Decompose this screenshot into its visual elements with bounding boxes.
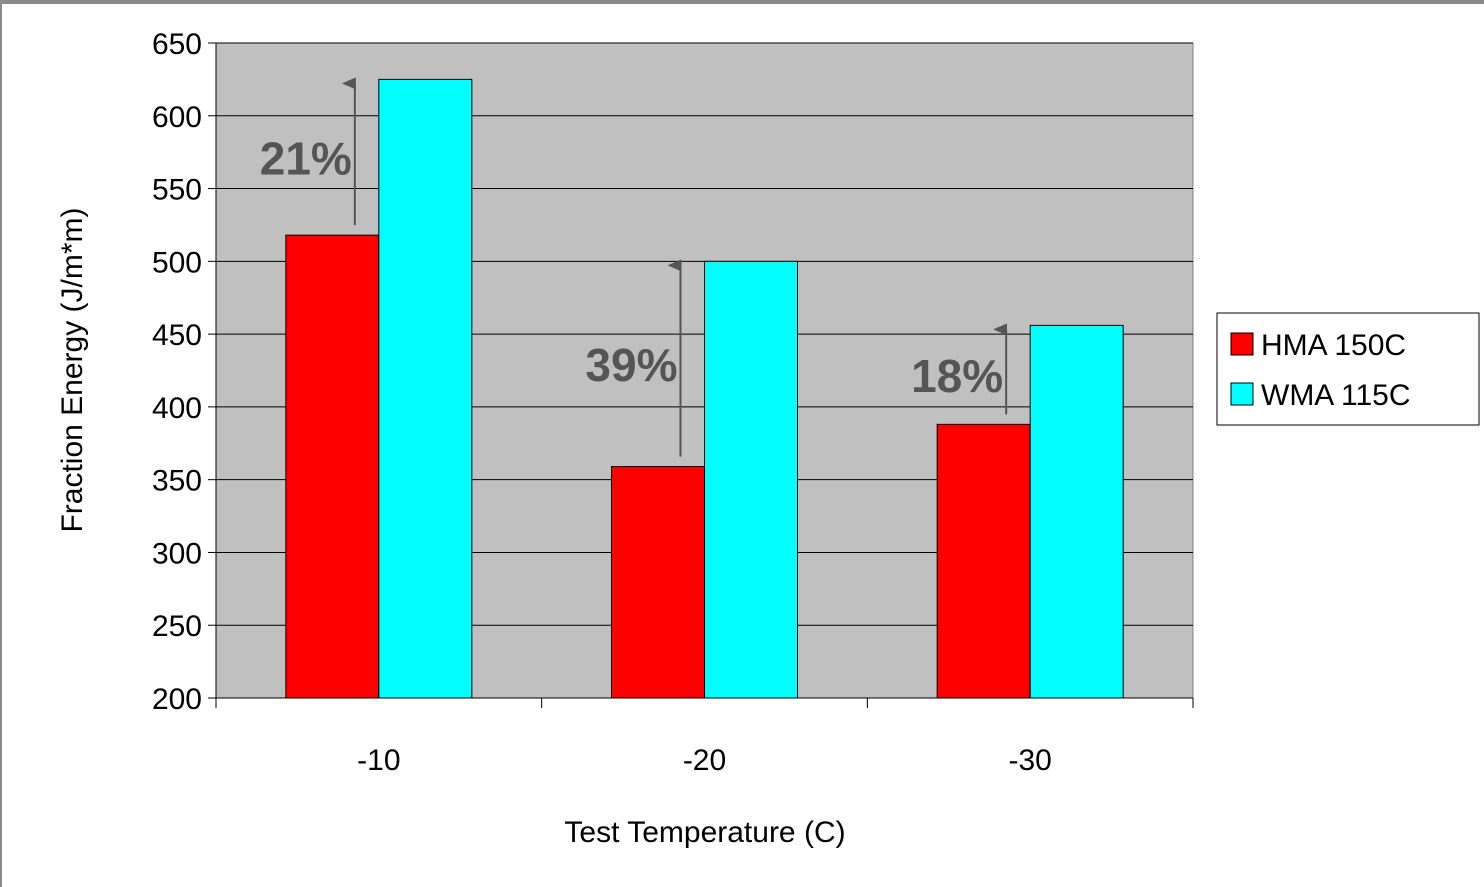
legend-label: WMA 115C: [1261, 379, 1411, 412]
annotations: 21% 39% 18%: [260, 77, 1008, 457]
y-tick-label: 650: [152, 28, 202, 61]
y-tick-label: 300: [152, 537, 202, 570]
y-axis-title: Fraction Energy (J/m*m): [56, 207, 89, 532]
y-tick-label: 200: [152, 683, 202, 716]
x-axis-title: Test Temperature (C): [564, 816, 845, 849]
legend: HMA 150C WMA 115C: [1216, 312, 1480, 426]
y-tick-label: 250: [152, 610, 202, 643]
y-tick-label: 500: [152, 246, 202, 279]
x-tick-label: -20: [683, 744, 726, 777]
legend-swatch: [1230, 382, 1254, 406]
y-tick-label: 350: [152, 465, 202, 498]
percent-annotation: 39%: [585, 339, 677, 391]
y-tick-label: 400: [152, 392, 202, 425]
y-tick-label: 450: [152, 319, 202, 352]
plot-area: 200 250 300 350 400 450 500 550 600 650 -10 -20 -30: [152, 28, 1194, 777]
x-tick-label: -30: [1008, 744, 1051, 777]
bar-hma-150c: [936, 423, 1031, 699]
percent-annotation: 21%: [260, 132, 352, 184]
legend-label: HMA 150C: [1261, 329, 1406, 362]
bar-hma-150c: [611, 466, 705, 699]
y-tick-label: 600: [152, 101, 202, 134]
legend-swatch: [1230, 332, 1254, 356]
percent-annotation: 18%: [911, 350, 1003, 402]
x-tick-label: -10: [357, 744, 400, 777]
bar-hma-150c: [285, 234, 380, 699]
y-tick-label: 550: [152, 174, 202, 207]
bar-wma-115c: [378, 78, 473, 699]
legend-box: [1216, 312, 1480, 426]
bar-wma-115c: [1029, 324, 1124, 699]
bar-wma-115c: [704, 260, 798, 699]
